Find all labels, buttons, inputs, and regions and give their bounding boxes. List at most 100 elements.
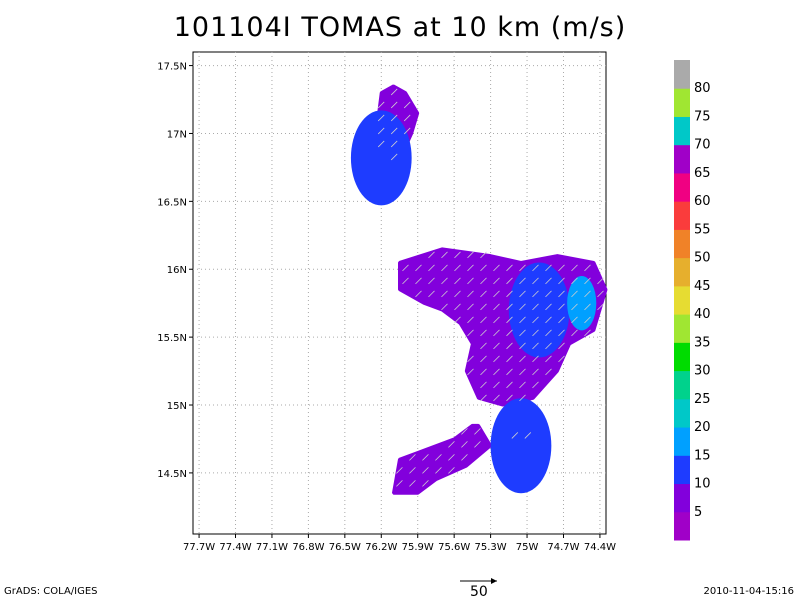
wind-vector xyxy=(396,467,403,474)
wind-vector xyxy=(545,277,552,285)
wind-vector xyxy=(584,277,591,285)
wind-vector xyxy=(454,277,461,285)
wind-vector xyxy=(558,303,565,311)
wind-vector xyxy=(448,467,455,474)
wind-vector xyxy=(519,381,526,389)
wind-vector xyxy=(597,303,604,311)
colorbar-bin xyxy=(674,483,690,513)
wind-vector xyxy=(519,303,526,311)
wind-vector xyxy=(571,264,578,272)
field-region-south-island xyxy=(391,423,492,495)
wind-vector xyxy=(545,290,552,298)
wind-vector xyxy=(415,277,422,285)
colorbar-label: 65 xyxy=(694,166,711,181)
colorbar-label: 40 xyxy=(694,307,711,322)
wind-vector xyxy=(390,153,398,161)
wind-vector xyxy=(422,454,429,461)
wind-vector xyxy=(519,264,526,272)
wind-vector xyxy=(532,303,539,311)
wind-vector xyxy=(506,329,513,337)
wind-vector xyxy=(467,264,474,272)
wind-vector xyxy=(584,303,591,311)
colorbar-bin xyxy=(674,398,690,428)
x-tick-label: 75.6W xyxy=(438,542,470,553)
wind-vector xyxy=(597,290,604,298)
wind-vector xyxy=(448,454,455,461)
field-core-north-island xyxy=(350,110,412,206)
x-tick-label: 76.8W xyxy=(292,542,324,553)
wind-vector xyxy=(480,251,487,259)
colorbar-label: 50 xyxy=(694,251,711,266)
wind-vector xyxy=(532,355,539,363)
wind-vector xyxy=(461,454,468,461)
wind-vector xyxy=(558,277,565,285)
wind-vector xyxy=(519,394,526,402)
colorbar-bin xyxy=(674,60,690,89)
wind-vector xyxy=(390,140,398,148)
wind-vector xyxy=(390,127,398,135)
wind-vector xyxy=(571,290,578,298)
y-tick-label: 17.5N xyxy=(157,62,187,73)
wind-vector xyxy=(571,277,578,285)
wind-speed-field xyxy=(350,84,608,495)
reference-vector-label: 50 xyxy=(470,584,488,600)
wind-vector xyxy=(467,355,474,363)
x-axis-ticks: 77.7W 77.4W 77.1W 76.8W 76.5W 76.2W 75.9W 75.6W… xyxy=(183,534,616,553)
reference-vector xyxy=(460,578,497,584)
wind-vector xyxy=(558,316,565,324)
colorbar: 5 10 15 20 25 30 35 40 45 50 55 60 65 70 75 80 xyxy=(674,60,711,541)
colorbar-bin xyxy=(674,229,690,259)
wind-vector xyxy=(428,264,435,272)
field-core-main xyxy=(508,262,570,358)
wind-vector xyxy=(480,394,487,402)
colorbar-bin xyxy=(674,511,690,541)
wind-vector xyxy=(461,428,468,435)
wind-vector xyxy=(480,342,487,350)
x-tick-label: 74.4W xyxy=(584,542,616,553)
wind-vector xyxy=(454,290,461,298)
x-tick-label: 77.4W xyxy=(219,542,251,553)
wind-vector xyxy=(558,264,565,272)
wind-vector xyxy=(519,290,526,298)
wind-vector xyxy=(480,290,487,298)
wind-vector xyxy=(441,277,448,285)
wind-vector xyxy=(584,316,591,324)
wind-vector xyxy=(493,316,500,324)
colorbar-label: 5 xyxy=(694,505,702,520)
wind-vector xyxy=(390,88,398,96)
wind-vector xyxy=(506,381,513,389)
colorbar-bin xyxy=(674,285,690,315)
wind-vector xyxy=(532,342,539,350)
y-tick-label: 17N xyxy=(167,129,187,140)
wind-vector xyxy=(545,329,552,337)
x-tick-label: 76.2W xyxy=(365,542,397,553)
x-tick-label: 75.3W xyxy=(475,542,507,553)
wind-vector xyxy=(506,342,513,350)
wind-vector xyxy=(493,303,500,311)
wind-vector xyxy=(545,316,552,324)
timestamp: 2010-11-04-15:16 xyxy=(703,586,794,597)
wind-vector xyxy=(396,480,403,487)
wind-vector xyxy=(519,355,526,363)
y-tick-label: 14.5N xyxy=(157,469,187,480)
field-max-main xyxy=(567,276,597,331)
wind-vector xyxy=(435,467,442,474)
wind-vector xyxy=(467,303,474,311)
wind-vector xyxy=(558,329,565,337)
wind-vector xyxy=(377,127,385,135)
wind-vector xyxy=(377,101,385,109)
wind-vector xyxy=(506,264,513,272)
wind-vector xyxy=(532,290,539,298)
wind-vector xyxy=(480,355,487,363)
wind-vector xyxy=(558,355,565,363)
colorbar-label: 25 xyxy=(694,392,711,407)
colorbar-label: 30 xyxy=(694,364,711,379)
wind-vector xyxy=(467,329,474,337)
wind-vector xyxy=(428,277,435,285)
wind-vector xyxy=(403,127,411,135)
wind-vector xyxy=(441,290,448,298)
wind-vector xyxy=(545,355,552,363)
wind-vector xyxy=(428,290,435,298)
wind-vector xyxy=(532,264,539,272)
